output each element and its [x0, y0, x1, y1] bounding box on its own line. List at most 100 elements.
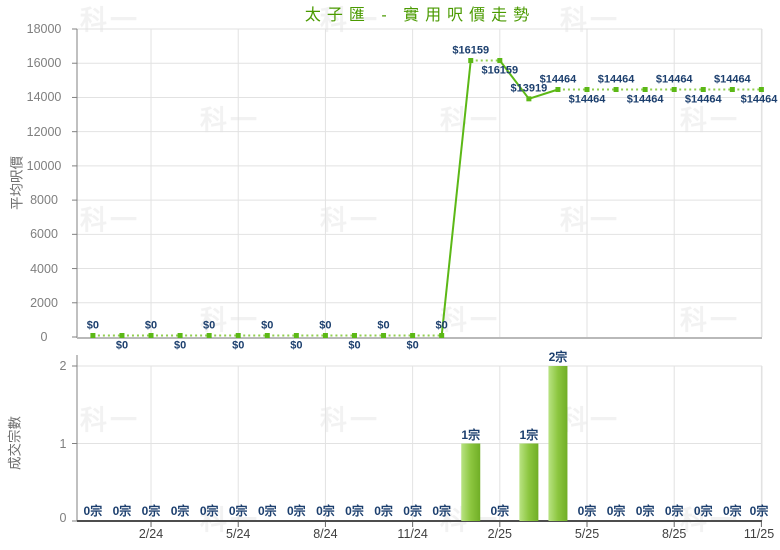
data-point-marker	[381, 333, 387, 338]
price-point-label: $16159	[481, 64, 519, 76]
watermark-text: 科一	[80, 5, 140, 36]
watermark-text: 科一	[320, 205, 380, 236]
price-point-label: $14464	[655, 73, 693, 85]
price-point-label: $14464	[597, 73, 635, 85]
count-label: 0宗	[722, 504, 742, 518]
watermark-text: 科一	[440, 305, 500, 336]
transaction-bar	[519, 443, 539, 521]
price-ytick-label: 2000	[30, 295, 58, 310]
price-ytick-label: 4000	[30, 261, 58, 276]
data-point-marker	[613, 87, 619, 93]
watermark-text: 科一	[440, 105, 500, 136]
data-point-marker	[642, 87, 648, 93]
data-point-marker	[700, 87, 706, 93]
count-label: 0宗	[403, 504, 422, 518]
price-point-label: $14464	[740, 93, 778, 105]
price-point-label: $0	[144, 319, 158, 331]
price-ytick-label: 18000	[26, 21, 62, 36]
watermark-text: 科一	[560, 205, 620, 236]
count-label: 0宗	[199, 504, 219, 518]
watermark-text: 科一	[680, 105, 740, 136]
count-label: 0宗	[83, 504, 103, 518]
watermark-text: 科一	[80, 405, 140, 436]
watermark-text: 科一	[200, 305, 260, 336]
watermark-text: 科一	[80, 205, 140, 236]
count-label: 0宗	[287, 504, 306, 518]
count-label: 0宗	[664, 504, 684, 518]
price-point-label: $16159	[452, 44, 490, 56]
month-tick-label: 5/25	[574, 526, 600, 541]
month-tick-label: 2/24	[138, 526, 164, 541]
month-tick-label: 5/24	[226, 526, 251, 541]
data-point-marker	[671, 87, 677, 93]
count-label: 0宗	[112, 504, 132, 518]
data-point-marker	[293, 333, 299, 338]
data-point-marker	[758, 87, 764, 93]
data-point-marker	[468, 58, 474, 64]
data-point-marker	[439, 333, 445, 338]
count-label: 0宗	[749, 504, 769, 518]
watermark-text: 科一	[200, 105, 260, 136]
data-point-marker	[206, 333, 212, 338]
count-label: 1宗	[461, 427, 481, 442]
price-line-segment	[528, 88, 559, 100]
price-point-label: $14464	[713, 73, 751, 85]
price-point-label: $14464	[568, 93, 606, 105]
count-label: 0宗	[257, 504, 277, 518]
data-point-marker	[235, 333, 241, 338]
count-ytick-label: 0	[59, 510, 67, 525]
data-point-marker	[526, 96, 532, 102]
price-ytick-label: 16000	[26, 55, 62, 70]
price-point-label: $14464	[684, 93, 722, 105]
price-line-segment	[440, 60, 472, 336]
price-point-label: $0	[435, 319, 448, 331]
data-point-marker	[119, 333, 125, 338]
data-point-marker	[177, 333, 183, 338]
data-point-marker	[264, 333, 270, 338]
price-ytick-label: 12000	[26, 124, 62, 139]
watermark-text: 科一	[560, 5, 620, 36]
count-axis-title: 成交宗數	[7, 416, 23, 470]
count-ytick-label: 2	[59, 358, 67, 373]
price-ytick-label: 0	[40, 329, 48, 344]
data-point-marker	[322, 333, 328, 338]
count-label: 0宗	[693, 504, 713, 518]
data-point-marker	[351, 333, 357, 338]
price-point-label: $0	[348, 339, 361, 351]
chart-title: 太子匯 - 實用呎價走勢	[304, 7, 536, 24]
price-point-label: $0	[86, 319, 100, 331]
month-tick-label: 8/25	[662, 526, 687, 541]
month-tick-label: 11/25	[743, 526, 775, 541]
count-label: 0宗	[635, 504, 655, 518]
price-line-segment	[499, 59, 530, 100]
price-point-label: $0	[377, 319, 390, 331]
data-point-marker	[410, 333, 416, 338]
count-label: 0宗	[316, 504, 335, 518]
count-label: 0宗	[170, 504, 190, 518]
transaction-bar	[548, 366, 568, 521]
price-ytick-label: 14000	[26, 90, 62, 105]
data-point-marker	[497, 58, 503, 64]
price-point-label: $14464	[626, 93, 664, 105]
price-point-label: $0	[261, 319, 274, 331]
watermark-text: 科一	[320, 5, 380, 36]
count-label: 1宗	[519, 427, 539, 442]
month-tick-label: 11/24	[397, 526, 428, 541]
watermark-text: 科一	[320, 405, 380, 436]
price-ytick-label: 8000	[30, 192, 58, 207]
month-tick-label: 2/25	[487, 526, 512, 541]
price-ytick-label: 10000	[26, 158, 62, 173]
count-ytick-label: 1	[59, 436, 67, 451]
price-axis-title: 平均呎價	[9, 156, 25, 210]
price-point-label: $0	[319, 319, 332, 331]
data-point-marker	[148, 333, 154, 338]
data-point-marker	[555, 87, 561, 93]
price-point-label: $14464	[539, 73, 577, 85]
count-label: 0宗	[141, 504, 161, 518]
count-label: 0宗	[490, 504, 510, 518]
price-point-label: $0	[232, 339, 245, 351]
price-ytick-label: 6000	[30, 227, 58, 242]
price-point-label: $0	[115, 339, 129, 351]
